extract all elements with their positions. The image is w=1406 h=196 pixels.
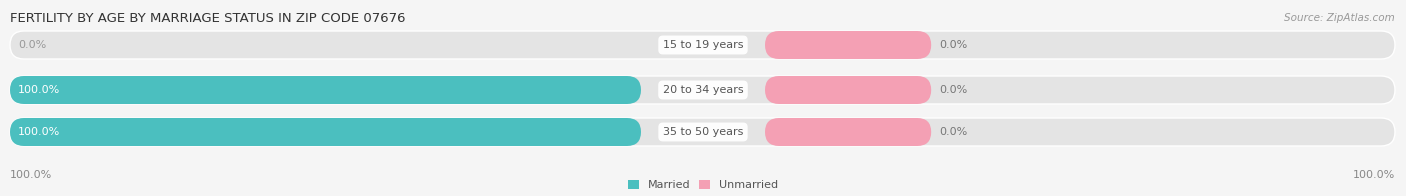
Text: 0.0%: 0.0% <box>939 85 967 95</box>
Text: Source: ZipAtlas.com: Source: ZipAtlas.com <box>1284 13 1395 23</box>
Text: 100.0%: 100.0% <box>10 170 52 180</box>
Legend: Married, Unmarried: Married, Unmarried <box>627 180 779 191</box>
Text: 0.0%: 0.0% <box>939 40 967 50</box>
Text: 35 to 50 years: 35 to 50 years <box>662 127 744 137</box>
Text: 100.0%: 100.0% <box>1353 170 1395 180</box>
Text: 0.0%: 0.0% <box>939 127 967 137</box>
FancyBboxPatch shape <box>10 118 1395 146</box>
FancyBboxPatch shape <box>765 118 931 146</box>
FancyBboxPatch shape <box>10 31 1395 59</box>
Text: 20 to 34 years: 20 to 34 years <box>662 85 744 95</box>
Text: FERTILITY BY AGE BY MARRIAGE STATUS IN ZIP CODE 07676: FERTILITY BY AGE BY MARRIAGE STATUS IN Z… <box>10 12 405 24</box>
FancyBboxPatch shape <box>765 31 931 59</box>
Text: 100.0%: 100.0% <box>18 127 60 137</box>
Text: 0.0%: 0.0% <box>18 40 46 50</box>
Text: 100.0%: 100.0% <box>18 85 60 95</box>
FancyBboxPatch shape <box>10 76 1395 104</box>
FancyBboxPatch shape <box>10 118 641 146</box>
Text: 15 to 19 years: 15 to 19 years <box>662 40 744 50</box>
FancyBboxPatch shape <box>765 76 931 104</box>
FancyBboxPatch shape <box>10 76 641 104</box>
